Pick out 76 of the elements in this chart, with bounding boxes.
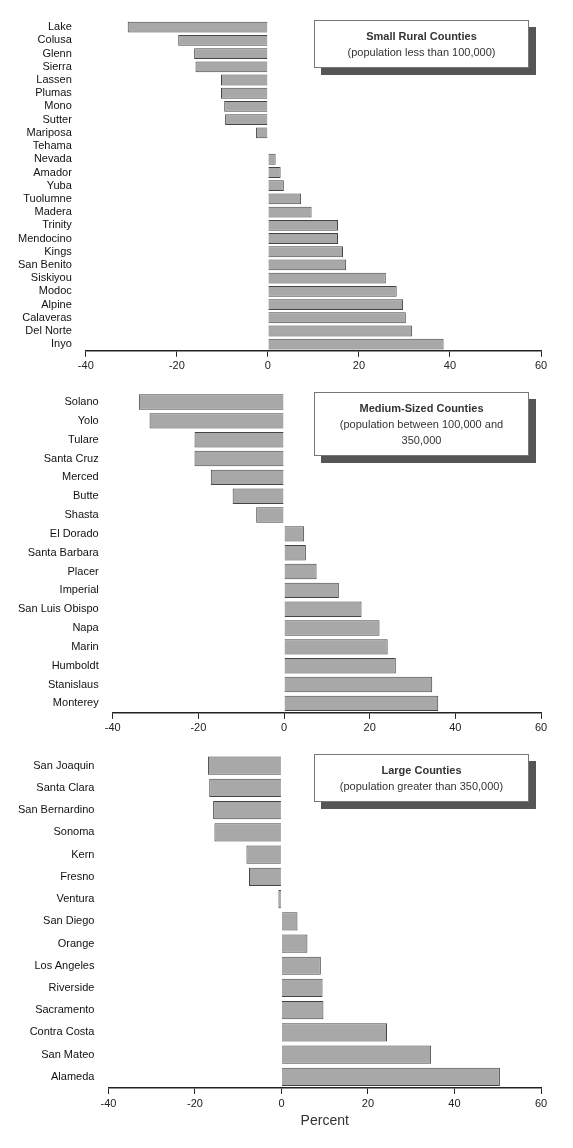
y-tick-label: Tehama bbox=[32, 139, 73, 152]
y-tick-label: Los Angeles bbox=[34, 958, 95, 971]
x-tick-label: 0 bbox=[280, 721, 288, 734]
y-tick-label: Napa bbox=[72, 621, 100, 634]
y-tick-label: Santa Barbara bbox=[27, 545, 100, 558]
x-tick-label: -40 bbox=[104, 721, 121, 734]
y-tick-label: Mariposa bbox=[26, 125, 73, 138]
y-tick-label: Stanislaus bbox=[47, 677, 100, 690]
y-tick-label: Amador bbox=[33, 165, 73, 178]
y-tick-label: Sutter bbox=[42, 112, 73, 125]
y-tick-label: Marin bbox=[71, 639, 99, 652]
y-tick-label: Mono bbox=[44, 99, 72, 112]
y-tick-label: Ventura bbox=[56, 892, 96, 905]
y-tick-label: Calaveras bbox=[22, 310, 73, 323]
y-tick-label: Inyo bbox=[51, 337, 72, 350]
y-tick-label: Shasta bbox=[64, 508, 100, 521]
x-tick-label: -20 bbox=[168, 359, 185, 372]
x-tick-label: 60 bbox=[534, 1096, 548, 1109]
y-tick-label: Humboldt bbox=[51, 658, 99, 671]
y-tick-label: Sonoma bbox=[53, 825, 96, 838]
x-tick-label: 0 bbox=[264, 359, 271, 372]
y-tick-label: San Benito bbox=[17, 257, 72, 270]
y-tick-label: Merced bbox=[62, 470, 99, 483]
y-tick-label: Fresno bbox=[60, 869, 95, 882]
y-tick-label: Madera bbox=[34, 205, 73, 218]
y-tick-label: Yolo bbox=[77, 413, 99, 426]
y-tick-label: Tuolumne bbox=[23, 191, 72, 204]
y-tick-label: Colusa bbox=[37, 33, 73, 46]
y-tick-label: San Diego bbox=[43, 914, 95, 927]
y-tick-label: Nevada bbox=[33, 152, 73, 165]
x-tick-label: 0 bbox=[278, 1096, 285, 1109]
y-tick-label: Sacramento bbox=[35, 1003, 95, 1016]
y-tick-label: Lake bbox=[47, 20, 72, 33]
y-tick-label: Solano bbox=[64, 395, 99, 408]
y-tick-label: Contra Costa bbox=[29, 1025, 96, 1038]
x-tick-label: -40 bbox=[77, 359, 94, 372]
x-tick-label: -20 bbox=[187, 1096, 203, 1109]
y-tick-label: Lassen bbox=[36, 73, 72, 86]
x-tick-label: 20 bbox=[352, 359, 366, 372]
y-tick-label: Modoc bbox=[38, 284, 73, 297]
x-tick-label: 60 bbox=[534, 359, 548, 372]
y-tick-label: Kings bbox=[44, 244, 73, 257]
y-tick-label: Santa Cruz bbox=[43, 451, 99, 464]
x-tick-label: 40 bbox=[443, 359, 457, 372]
y-tick-label: Placer bbox=[67, 564, 100, 577]
y-tick-label: Orange bbox=[57, 936, 95, 949]
y-tick-label: Yuba bbox=[46, 178, 73, 191]
y-tick-label: Siskiyou bbox=[30, 271, 72, 284]
y-tick-label: Plumas bbox=[35, 86, 73, 99]
y-tick-label: El Dorado bbox=[49, 526, 99, 539]
y-tick-label: Alpine bbox=[41, 297, 72, 310]
y-tick-label: Sierra bbox=[42, 59, 73, 72]
x-tick-label: 40 bbox=[449, 721, 462, 734]
x-tick-label: 20 bbox=[361, 1096, 375, 1109]
y-tick-label: Santa Clara bbox=[36, 780, 96, 793]
y-tick-label: San Joaquin bbox=[33, 758, 95, 771]
y-tick-label: Tulare bbox=[67, 432, 99, 445]
y-tick-label: Imperial bbox=[59, 583, 99, 596]
x-tick-label: 60 bbox=[534, 721, 548, 734]
y-tick-label: San Bernardino bbox=[17, 803, 95, 816]
y-tick-label: Butte bbox=[73, 489, 99, 502]
y-tick-label: San Luis Obispo bbox=[18, 602, 99, 615]
y-tick-label: San Mateo bbox=[41, 1047, 95, 1060]
y-tick-label: Mendocino bbox=[17, 231, 72, 244]
y-tick-label: Kern bbox=[71, 847, 95, 860]
y-tick-label: Trinity bbox=[42, 218, 73, 231]
x-tick-label: -40 bbox=[100, 1096, 117, 1109]
y-tick-label: Alameda bbox=[51, 1069, 96, 1082]
x-tick-label: 20 bbox=[363, 721, 376, 734]
x-tick-label: 40 bbox=[448, 1096, 461, 1109]
y-tick-label: Monterey bbox=[52, 696, 100, 709]
x-axis-title: Percent bbox=[300, 1112, 349, 1129]
y-tick-label: Riverside bbox=[48, 981, 95, 994]
y-tick-label: Glenn bbox=[42, 46, 72, 59]
x-tick-label: -20 bbox=[190, 721, 207, 734]
y-tick-label: Del Norte bbox=[25, 324, 72, 337]
